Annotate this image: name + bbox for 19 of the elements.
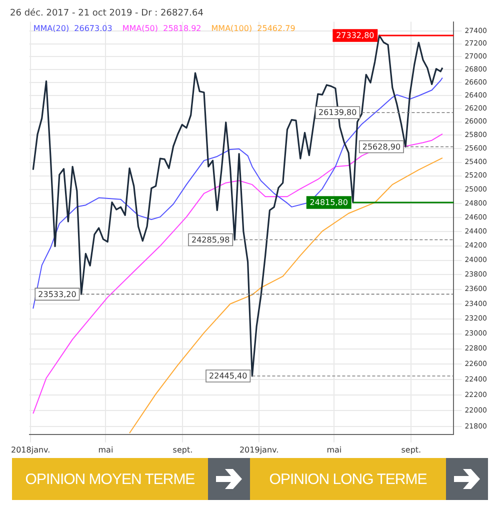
ref-line-label: 22445,40: [209, 372, 248, 381]
text: OPINION MOYEN TERME: [25, 470, 195, 488]
ref-line-label: 24815,80: [310, 198, 348, 208]
x-tick-label: 2019janv.: [239, 445, 279, 454]
x-tick-label: 2018janv.: [11, 445, 50, 454]
chart-title: 26 déc. 2017 - 21 oct 2019 - Dr : 26827.64: [10, 8, 204, 19]
text: MMA(20) 26673.03: [33, 24, 112, 33]
ref-line-label: 26139,80: [318, 108, 357, 118]
ref-line-label: 27332,80: [336, 31, 374, 40]
x-tick-label: sept.: [401, 445, 422, 454]
text: MMA(100) 25462.79: [211, 24, 296, 33]
ref-line-label: 25628,90: [362, 142, 401, 152]
x-tick-label: mai: [98, 445, 114, 454]
text: MMA(50) 25818.92: [122, 24, 202, 33]
x-tick-label: sept.: [172, 445, 193, 454]
x-tick-label: mai: [326, 445, 342, 454]
ref-line-label: 24285,98: [191, 235, 230, 244]
ref-line-label: 23533,20: [38, 290, 76, 299]
text: OPINION LONG TERME: [269, 470, 427, 488]
